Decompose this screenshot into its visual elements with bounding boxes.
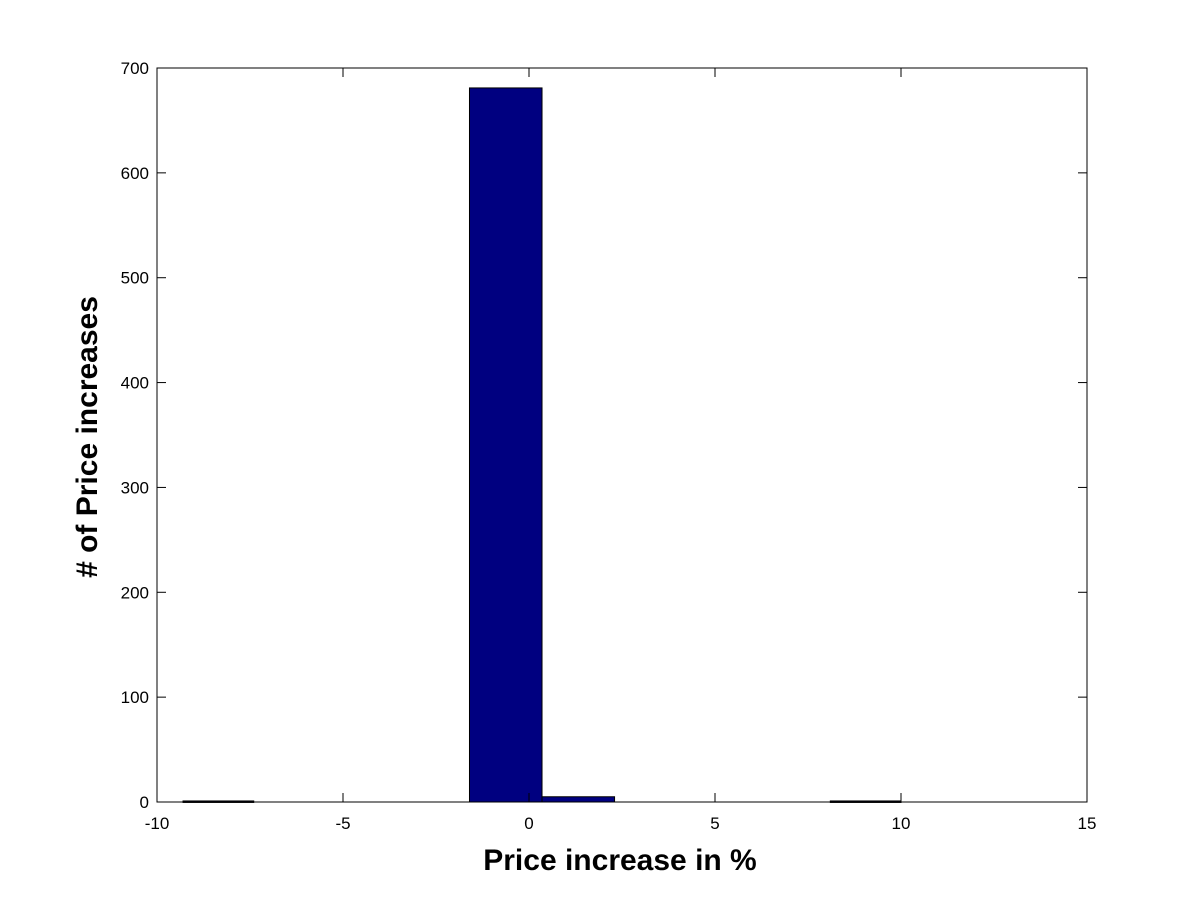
histogram-bar-5 <box>541 796 616 803</box>
y-tick-label: 300 <box>121 478 149 497</box>
x-tick-label: 5 <box>710 814 719 833</box>
y-tick-label: 500 <box>121 269 149 288</box>
y-tick-label: 400 <box>121 374 149 393</box>
y-tick-label: 100 <box>121 688 149 707</box>
y-tick-label: 0 <box>140 793 149 812</box>
x-tick-label: 10 <box>892 814 911 833</box>
y-axis-title: # of Price increases <box>71 296 104 578</box>
x-tick-label: 0 <box>524 814 533 833</box>
x-tick-label: -10 <box>145 814 170 833</box>
y-tick-label: 700 <box>121 59 149 78</box>
y-tick-label: 600 <box>121 164 149 183</box>
y-tick-label: 200 <box>121 583 149 602</box>
bars-group <box>182 87 902 803</box>
x-tick-label: 15 <box>1078 814 1097 833</box>
histogram-bar-4 <box>468 87 543 803</box>
plot-frame <box>156 67 1088 803</box>
x-tick-label: -5 <box>335 814 350 833</box>
plot-area <box>157 68 1087 802</box>
x-axis-title: Price increase in % <box>483 844 757 877</box>
tick-labels-group: -10 -5 0 5 10 15 0 100 200 300 400 500 600 700 <box>121 59 1097 833</box>
